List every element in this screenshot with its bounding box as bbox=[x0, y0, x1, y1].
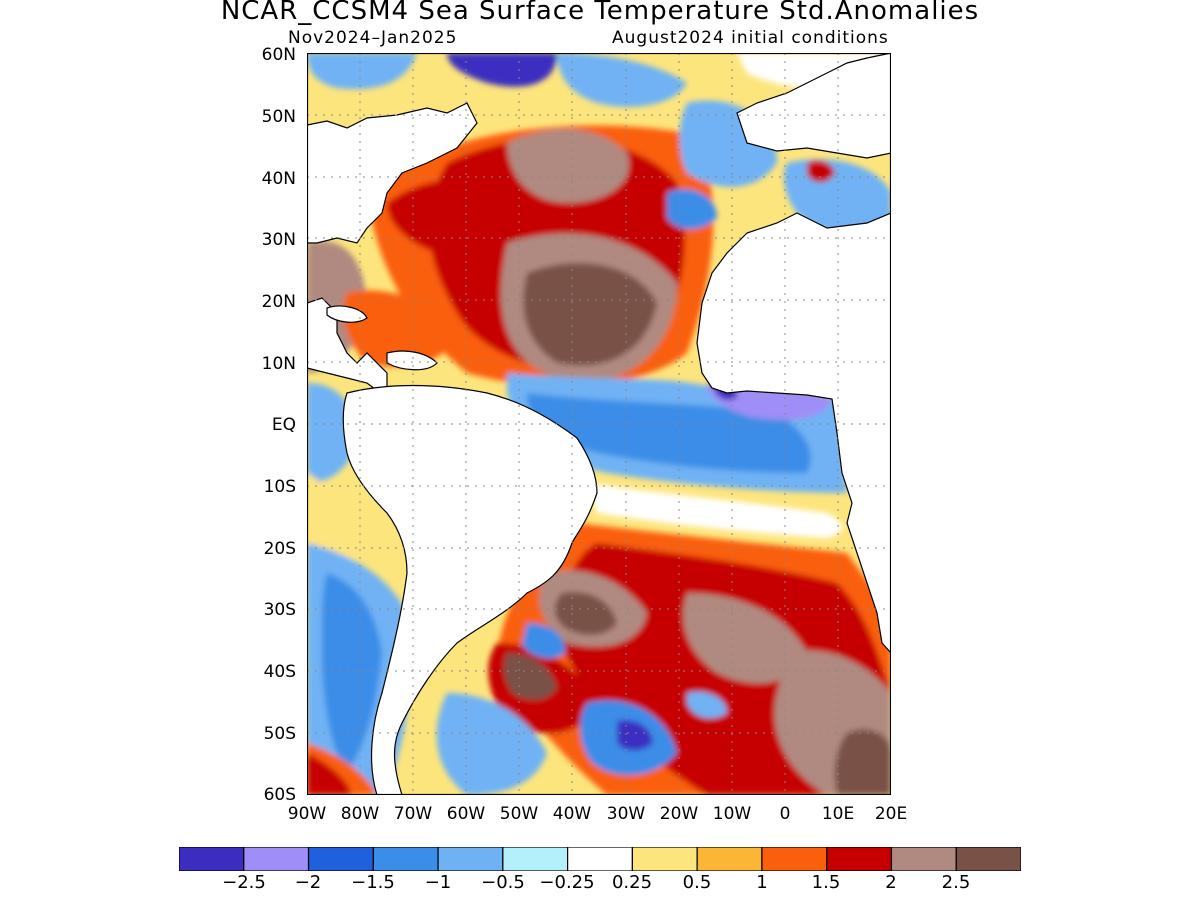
colorbar-label: −2 bbox=[294, 872, 322, 893]
lon-label: 30W bbox=[606, 804, 646, 824]
lat-label: EQ bbox=[271, 415, 296, 435]
lon-label: 40W bbox=[552, 804, 592, 824]
colorbar-label: −0.5 bbox=[481, 872, 525, 893]
colorbar-label: 1 bbox=[756, 872, 768, 893]
colorbar-swatch bbox=[631, 847, 698, 871]
colorbar-swatch bbox=[890, 847, 957, 871]
lat-label: 20S bbox=[263, 539, 296, 559]
colorbar-swatch bbox=[179, 847, 245, 871]
lat-label: 40S bbox=[263, 662, 296, 682]
lat-label: 40N bbox=[261, 169, 296, 189]
lon-label: 0 bbox=[779, 804, 791, 824]
lon-label: 20E bbox=[874, 804, 908, 824]
anomaly-field bbox=[307, 53, 891, 795]
lat-label: 60N bbox=[261, 45, 296, 65]
lat-label: 10S bbox=[263, 477, 296, 497]
north-america bbox=[307, 102, 478, 244]
colorbar-swatch bbox=[307, 847, 374, 871]
south-america bbox=[342, 384, 598, 795]
lon-label: 20W bbox=[659, 804, 699, 824]
colorbar-swatch bbox=[567, 847, 633, 871]
colorbar-swatch bbox=[243, 847, 310, 871]
cuba bbox=[326, 305, 368, 323]
colorbar-label: 0.25 bbox=[611, 872, 653, 893]
caribbean-island bbox=[386, 350, 438, 371]
lat-label: 30N bbox=[261, 230, 296, 250]
lon-label: 50W bbox=[499, 804, 539, 824]
colorbar-label: −1 bbox=[424, 872, 452, 893]
map-frame bbox=[307, 53, 891, 795]
lon-label: 10E bbox=[821, 804, 855, 824]
colorbar-swatch bbox=[826, 847, 893, 871]
colorbar-label: 2.5 bbox=[941, 872, 971, 893]
lat-label: 60S bbox=[263, 785, 296, 805]
colorbar-swatch bbox=[502, 847, 569, 871]
land-masses bbox=[307, 53, 891, 795]
colorbar-swatch bbox=[761, 847, 828, 871]
colorbar-label: −0.25 bbox=[539, 872, 595, 893]
lat-label: 10N bbox=[261, 354, 296, 374]
lat-label: 30S bbox=[263, 600, 296, 620]
chart-title: NCAR_CCSM4 Sea Surface Temperature Std.A… bbox=[220, 0, 980, 26]
lon-label: 60W bbox=[446, 804, 486, 824]
lat-label: 50S bbox=[263, 724, 296, 744]
forecast-period: Nov2024–Jan2025 bbox=[288, 28, 458, 48]
color-bar bbox=[179, 847, 1021, 871]
colorbar-label: 0.5 bbox=[682, 872, 712, 893]
colorbar-swatch bbox=[955, 847, 1021, 871]
colorbar-label: 1.5 bbox=[811, 872, 841, 893]
colorbar-label: −1.5 bbox=[351, 872, 395, 893]
colorbar-label: 2 bbox=[885, 872, 897, 893]
colorbar-label: −2.5 bbox=[222, 872, 266, 893]
lon-label: 90W bbox=[287, 804, 327, 824]
sst-anomaly-map bbox=[307, 53, 891, 795]
africa bbox=[696, 212, 891, 654]
colorbar-swatch bbox=[372, 847, 439, 871]
initial-conditions: August2024 initial conditions bbox=[612, 28, 889, 48]
europe bbox=[736, 53, 891, 159]
lon-label: 70W bbox=[393, 804, 433, 824]
colorbar-swatch bbox=[696, 847, 763, 871]
colorbar-swatch bbox=[437, 847, 504, 871]
lat-label: 20N bbox=[261, 292, 296, 312]
lon-label: 10W bbox=[712, 804, 752, 824]
lat-label: 50N bbox=[261, 107, 296, 127]
lon-label: 80W bbox=[340, 804, 380, 824]
map-grid bbox=[307, 53, 891, 795]
